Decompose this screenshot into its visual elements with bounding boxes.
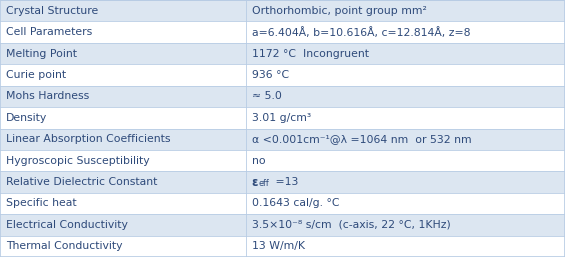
Bar [0,171,565,193]
Bar [0,236,565,257]
Text: eff: eff [259,179,270,188]
Text: Electrical Conductivity: Electrical Conductivity [6,220,128,230]
Text: Crystal Structure: Crystal Structure [6,6,98,16]
Text: =13: =13 [272,177,298,187]
Text: Linear Absorption Coefficients: Linear Absorption Coefficients [6,134,171,144]
Text: α <0.001cm⁻¹@λ =1064 nm  or 532 nm: α <0.001cm⁻¹@λ =1064 nm or 532 nm [252,134,471,144]
Text: 13 W/m/K: 13 W/m/K [252,241,305,251]
Bar [0,214,565,236]
Text: Specific heat: Specific heat [6,198,77,208]
Text: Mohs Hardness: Mohs Hardness [6,91,89,101]
Text: 1172 °C  Incongruent: 1172 °C Incongruent [252,49,369,59]
Text: Melting Point: Melting Point [6,49,77,59]
Text: Orthorhombic, point group mm²: Orthorhombic, point group mm² [252,6,427,16]
Bar [0,193,565,214]
Text: 936 °C: 936 °C [252,70,289,80]
Text: no: no [252,156,266,166]
Bar [0,21,565,43]
Text: Relative Dielectric Constant: Relative Dielectric Constant [6,177,158,187]
Text: 3.5×10⁻⁸ s/cm  (c-axis, 22 °C, 1KHz): 3.5×10⁻⁸ s/cm (c-axis, 22 °C, 1KHz) [252,220,450,230]
Bar [0,107,565,128]
Bar [0,128,565,150]
Text: Curie point: Curie point [6,70,66,80]
Text: a=6.404Å, b=10.616Å, c=12.814Å, z=8: a=6.404Å, b=10.616Å, c=12.814Å, z=8 [252,27,470,38]
Text: Density: Density [6,113,47,123]
Bar [0,43,565,64]
Text: 0.1643 cal/g. °C: 0.1643 cal/g. °C [252,198,339,208]
Bar [0,64,565,86]
Text: 3.01 g/cm³: 3.01 g/cm³ [252,113,311,123]
Text: Thermal Conductivity: Thermal Conductivity [6,241,123,251]
Text: ≈ 5.0: ≈ 5.0 [252,91,281,101]
Bar [0,0,565,21]
Bar [0,86,565,107]
Text: ε: ε [252,176,258,189]
Bar [0,150,565,171]
Text: Cell Parameters: Cell Parameters [6,27,92,37]
Text: Hygroscopic Susceptibility: Hygroscopic Susceptibility [6,156,150,166]
